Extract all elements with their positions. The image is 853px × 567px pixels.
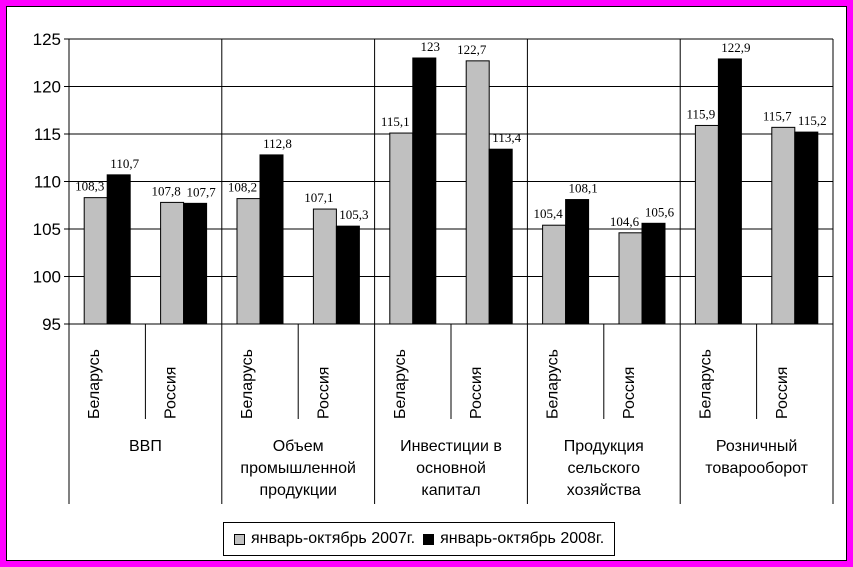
category-label: Россия (468, 367, 485, 419)
bar (106, 174, 131, 325)
bar (160, 201, 185, 325)
bar (389, 132, 414, 325)
bar (618, 232, 643, 325)
bar (465, 60, 490, 325)
group-label: сельского (568, 460, 641, 477)
data-label: 122,9 (721, 40, 750, 55)
data-label: 110,7 (110, 156, 139, 171)
data-label: 115,1 (381, 114, 410, 129)
data-label: 108,3 (75, 179, 104, 194)
legend-item-2008: январь-октябрь 2008г. (423, 530, 604, 548)
category-label: Беларусь (239, 349, 256, 419)
category-label: Россия (774, 367, 791, 419)
group-label: Розничный (716, 438, 797, 455)
data-label: 107,1 (304, 190, 333, 205)
bar (542, 224, 567, 325)
group-label: продукции (259, 482, 336, 499)
legend: январь-октябрь 2007г. январь-октябрь 200… (223, 522, 616, 556)
bar (565, 199, 590, 325)
bar (771, 126, 796, 325)
data-label: 107,8 (151, 183, 180, 198)
group-label: ВВП (129, 438, 162, 455)
data-label: 108,2 (228, 180, 257, 195)
bar (312, 208, 337, 325)
chart-frame: 95 100 105 110 115 120 125 108,3 110,7 107,8 107,7… (6, 6, 847, 561)
y-tick-label: 110 (34, 173, 61, 192)
y-tick-label: 95 (42, 315, 61, 334)
data-label: 112,8 (263, 136, 292, 151)
legend-swatch-2007 (234, 533, 245, 545)
category-label: Беларусь (697, 349, 714, 419)
legend-label-2007: январь-октябрь 2007г. (251, 530, 416, 547)
group-label: Объем (273, 438, 324, 455)
bar (488, 148, 513, 325)
legend-swatch-2008 (423, 533, 435, 545)
bar (717, 58, 742, 325)
legend-label-2008: январь-октябрь 2008г. (440, 530, 605, 547)
legend-item-2007: январь-октябрь 2007г. (234, 530, 415, 548)
category-label: Беларусь (86, 349, 103, 419)
y-tick-label: 105 (33, 220, 61, 239)
group-label: капитал (421, 482, 480, 499)
group-label: хозяйства (567, 482, 641, 499)
data-label: 105,3 (339, 207, 368, 222)
category-label: Беларусь (392, 349, 409, 419)
bar (83, 197, 108, 325)
data-label: 115,2 (798, 113, 827, 128)
category-label: Россия (621, 367, 638, 419)
group-label: Инвестиции в (400, 438, 502, 455)
data-label: 115,9 (687, 106, 716, 121)
data-label: 122,7 (457, 42, 487, 57)
group-label: основной (416, 460, 486, 477)
group-label: промышленной (240, 460, 356, 477)
data-label: 107,7 (186, 184, 216, 199)
bar (236, 198, 261, 325)
data-label: 105,6 (645, 204, 675, 219)
y-tick-label: 115 (34, 125, 61, 144)
group-label: товарооборот (705, 460, 808, 477)
y-tick-label: 125 (33, 30, 61, 49)
bar (641, 222, 666, 325)
category-label: Беларусь (545, 349, 562, 419)
y-tick-label: 120 (33, 78, 61, 97)
data-label: 104,6 (610, 214, 640, 229)
bar (694, 124, 719, 325)
category-label: Россия (315, 367, 332, 419)
data-label: 115,7 (763, 108, 792, 123)
bar (794, 131, 819, 325)
category-label: Россия (163, 367, 180, 419)
bar (183, 202, 208, 325)
bar (259, 154, 284, 325)
group-label: Продукция (564, 438, 644, 455)
y-tick-label: 100 (33, 268, 61, 287)
bar (335, 225, 360, 325)
bar (412, 57, 437, 325)
bar-chart: 95 100 105 110 115 120 125 108,3 110,7 107,8 107,7… (33, 30, 834, 504)
data-label: 105,4 (533, 206, 563, 221)
data-label: 108,1 (568, 181, 597, 196)
data-label: 123 (421, 39, 441, 54)
data-label: 113,4 (492, 130, 521, 145)
